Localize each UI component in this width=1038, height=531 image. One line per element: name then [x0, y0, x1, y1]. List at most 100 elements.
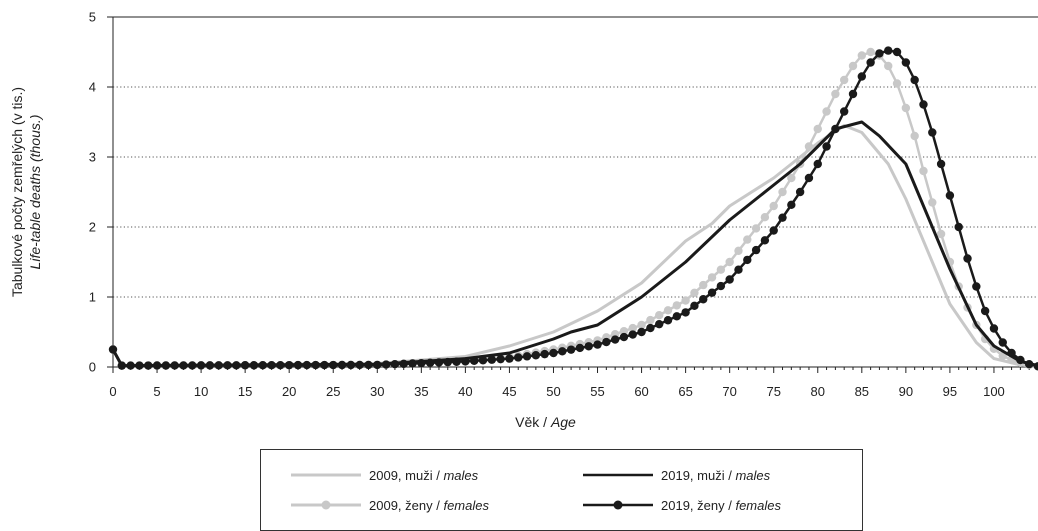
x-tick-label-15: 15: [238, 384, 252, 399]
legend-item-2009-males: 2009, muži / males: [291, 464, 478, 486]
series-point-2019-enyfemale-75: [769, 226, 778, 235]
series-point-2009-enyfemale-92: [919, 166, 928, 176]
series-point-2009-enyfemale-89: [892, 79, 902, 88]
series-point-2019-enyfemale-44: [496, 354, 505, 364]
series-point-2019-enyfemale-91: [910, 75, 919, 85]
series-point-2019-enyfemale-41: [469, 356, 479, 366]
legend-label-2019-males: 2019, muži / males: [661, 467, 771, 483]
x-tick-label-85: 85: [855, 384, 869, 399]
legend-item-2009-females: 2009, ženy / females: [291, 494, 489, 516]
series-point-2019-enyfemale-97: [963, 254, 972, 263]
series-point-2019-enyfemale-42: [478, 356, 488, 365]
series-point-2019-enyfemale-87: [875, 49, 884, 58]
series-point-2009-enyfemale-73: [751, 224, 761, 233]
legend-swatch-2019-males: [583, 473, 653, 477]
series-point-2019-enyfemale-102: [1007, 348, 1016, 358]
x-tick-label-55: 55: [590, 384, 604, 399]
legend-label-2009-males: 2009, muži / males: [369, 467, 479, 483]
x-tick-label-65: 65: [678, 384, 692, 399]
x-tick-label-80: 80: [811, 384, 825, 399]
series-point-2009-enyfemale-80: [813, 124, 822, 134]
series-point-2019-enyfemale-4: [144, 361, 153, 370]
x-tick-label-45: 45: [502, 384, 516, 399]
series-point-2019-enyfemale-16: [249, 361, 259, 370]
x-tick-label-5: 5: [153, 384, 160, 399]
series-point-2019-enyfemale-27: [346, 360, 356, 370]
series-point-2019-enyfemale-80: [813, 159, 822, 169]
series-point-2019-enyfemale-36: [425, 358, 435, 367]
series-point-2009-enyfemale-79: [804, 142, 814, 151]
series-point-2019-enyfemale-86: [866, 58, 875, 67]
series-point-2019-enyfemale-90: [901, 58, 911, 67]
series-point-2019-enyfemale-95: [945, 191, 955, 200]
x-tick-label-35: 35: [414, 384, 428, 399]
series-point-2019-enyfemale-7: [170, 361, 179, 370]
series-point-2019-enyfemale-13: [223, 361, 232, 370]
series-point-2019-enyfemale-65: [681, 308, 690, 317]
series-point-2019-enyfemale-89: [892, 47, 902, 57]
x-tick-label-20: 20: [282, 384, 296, 399]
series-point-2019-enyfemale-3: [135, 361, 144, 370]
x-tick-label-90: 90: [899, 384, 913, 399]
series-point-2019-enyfemale-70: [725, 275, 734, 284]
series-point-2019-enyfemale-62: [654, 319, 664, 329]
series-point-2019-enyfemale-39: [452, 357, 461, 366]
series-point-2019-enyfemale-18: [267, 360, 276, 370]
x-tick-label-25: 25: [326, 384, 340, 399]
series-point-2019-enyfemale-19: [276, 360, 285, 370]
x-tick-label-70: 70: [722, 384, 736, 399]
series-point-2019-enyfemale-94: [936, 159, 946, 169]
series-point-2009-enyfemale-66: [690, 288, 699, 297]
series-point-2009-enyfemale-70: [725, 257, 734, 267]
y-tick-label-3: 3: [89, 150, 96, 165]
series-point-2019-enyfemale-20: [284, 360, 294, 370]
series-point-2009-enyfemale-74: [760, 213, 770, 222]
series-point-2019-enyfemale-21: [293, 360, 303, 370]
series-line-2019-enyfemale: [111, 49, 1038, 368]
series-point-2019-enyfemale-40: [461, 357, 470, 366]
series-point-2009-enyfemale-58: [619, 326, 629, 336]
y-tick-label-2: 2: [89, 220, 96, 235]
series-point-2009-enyfemale-62: [654, 311, 664, 320]
series-point-2019-enyfemale-81: [822, 142, 831, 151]
series-point-2019-enyfemale-15: [240, 361, 250, 370]
series-point-2009-enyfemale-91: [910, 131, 919, 141]
series-point-2019-enyfemale-85: [857, 72, 867, 81]
series-point-2019-enyfemale-24: [320, 360, 329, 370]
series-point-2019-enyfemale-5: [152, 361, 162, 370]
series-point-2019-enyfemale-33: [399, 359, 408, 369]
x-tick-label-10: 10: [194, 384, 208, 399]
series-point-2019-enyfemale-59: [628, 330, 637, 339]
x-tick-label-75: 75: [766, 384, 780, 399]
series-point-2019-enyfemale-76: [778, 213, 787, 222]
series-point-2019-enyfemale-63: [663, 316, 673, 325]
series-point-2019-enyfemale-83: [839, 107, 849, 116]
series-line-2019-mu-imale: [111, 120, 1038, 368]
y-tick-label-4: 4: [89, 80, 96, 95]
series-point-2019-enyfemale-32: [390, 360, 400, 369]
legend-item-2019-males: 2019, muži / males: [583, 464, 770, 486]
series-point-2019-enyfemale-68: [707, 288, 717, 297]
series-point-2019-enyfemale-30: [373, 360, 382, 370]
series-point-2019-enyfemale-84: [848, 89, 858, 99]
series-point-2019-enyfemale-37: [434, 358, 444, 367]
series-point-2019-enyfemale-35: [417, 358, 426, 368]
series-point-2019-enyfemale-28: [355, 360, 364, 370]
y-tick-label-0: 0: [89, 360, 96, 375]
series-point-2019-enyfemale-60: [637, 327, 646, 337]
x-tick-label-50: 50: [546, 384, 560, 399]
series-point-2019-enyfemale-50: [549, 348, 558, 358]
series-point-2019-enyfemale-53: [575, 343, 585, 353]
series-point-2019-enyfemale-9: [188, 361, 197, 370]
series-point-2019-enyfemale-12: [214, 361, 223, 370]
series-point-2019-enyfemale-71: [734, 265, 743, 274]
y-axis-title: Tabulkové počty zemřelých (v tis.): [9, 87, 25, 297]
series-point-2019-enyfemale-66: [690, 301, 699, 311]
series-point-2019-enyfemale-78: [795, 187, 805, 197]
series-point-2019-enyfemale-82: [831, 124, 840, 134]
series-point-2019-enyfemale-105: [1033, 362, 1038, 371]
series-point-2009-enyfemale-69: [716, 265, 726, 274]
x-tick-label-40: 40: [458, 384, 472, 399]
series-point-2019-enyfemale-73: [751, 245, 761, 255]
